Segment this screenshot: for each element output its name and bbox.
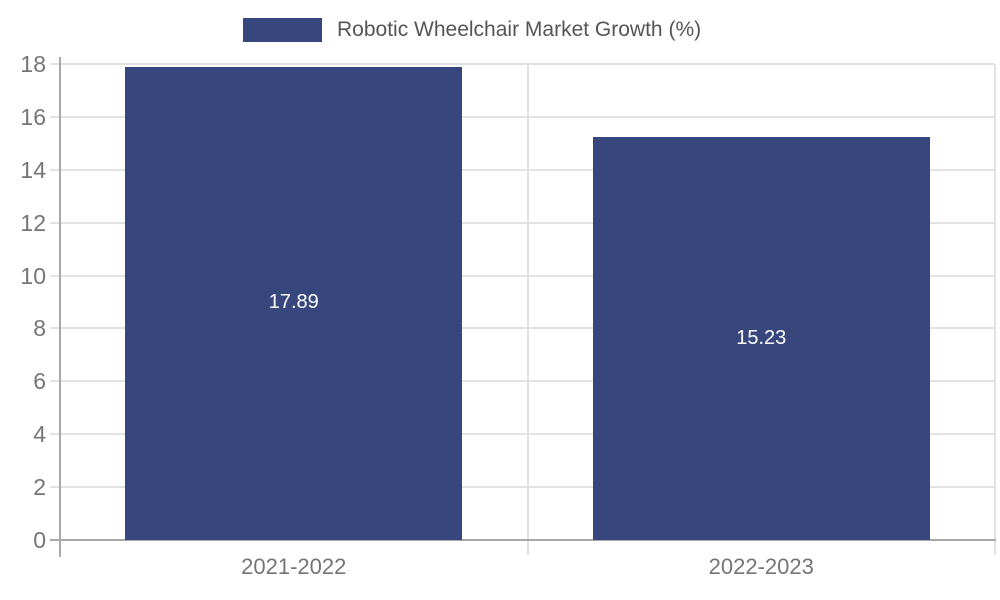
y-axis-line (59, 57, 61, 557)
x-axis-line (50, 539, 996, 541)
y-axis-tick (50, 380, 60, 383)
category-split-line (994, 64, 996, 540)
y-tick-label: 14 (20, 156, 46, 183)
legend-item[interactable]: Robotic Wheelchair Market Growth (%) (243, 18, 701, 42)
y-axis-tick (50, 433, 60, 436)
y-tick-label: 10 (20, 262, 46, 289)
y-axis-tick (50, 486, 60, 489)
y-tick-label: 12 (20, 209, 46, 236)
y-axis-tick (50, 63, 60, 65)
y-tick-label: 4 (33, 421, 46, 448)
y-axis-tick (50, 274, 60, 277)
x-axis-tick (526, 540, 529, 555)
bar[interactable]: 15.23 (592, 137, 930, 540)
y-tick-label: 8 (33, 315, 46, 342)
bar-value-label: 17.89 (268, 291, 319, 314)
y-tick-label: 0 (33, 527, 46, 553)
y-axis-tick (50, 221, 60, 224)
x-tick-label: 2022-2023 (708, 554, 814, 579)
x-tick-label: 2021-2022 (241, 554, 347, 579)
y-tick-label: 16 (20, 103, 46, 130)
y-tick-label: 2 (33, 474, 46, 501)
y-tick-label: 6 (33, 368, 46, 395)
bar-value-label: 15.23 (736, 326, 787, 349)
y-axis-tick (50, 168, 60, 171)
legend-swatch (243, 18, 322, 42)
y-axis-tick (50, 327, 60, 330)
y-axis-tick (50, 115, 60, 118)
legend-label: Robotic Wheelchair Market Growth (%) (337, 18, 702, 41)
y-tick-label: 18 (20, 51, 46, 77)
category-split-line (526, 64, 529, 540)
x-axis-tick (994, 540, 996, 555)
bar[interactable]: 17.89 (125, 66, 463, 540)
